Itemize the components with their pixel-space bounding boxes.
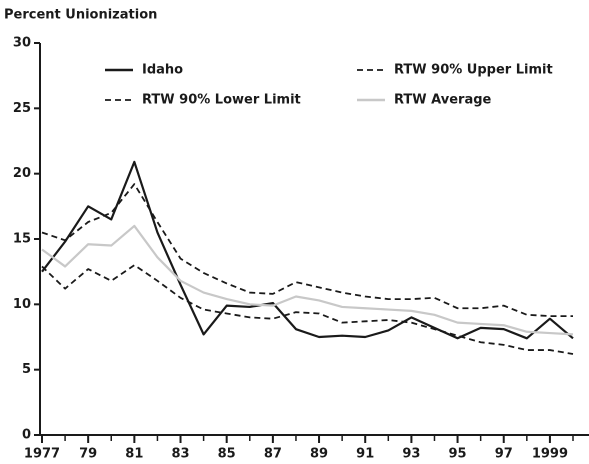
x-tick-label: 89 [310,447,328,462]
legend-label: Idaho [142,63,183,78]
y-tick-label: 25 [13,101,31,116]
series-line [41,160,574,340]
x-tick-label: 91 [356,447,374,462]
legend-label: RTW Average [394,93,492,108]
x-tick-label: 1977 [24,447,60,462]
series-line [41,183,573,317]
legend-label: RTW 90% Lower Limit [142,93,301,108]
chart-title: Percent Unionization [4,8,157,23]
x-tick-label: 83 [171,447,189,462]
x-tick-label: 95 [449,447,467,462]
series-line [41,264,574,355]
x-tick-label: 93 [402,447,420,462]
series-line [41,224,574,336]
y-tick-label: 20 [13,166,31,181]
x-tick-label: 85 [218,447,236,462]
x-tick-label: 97 [495,447,513,462]
x-tick-label: 87 [264,447,282,462]
legend-label: RTW 90% Upper Limit [394,63,553,78]
y-tick-label: 5 [22,362,31,377]
y-tick-label: 0 [22,428,31,443]
y-tick-label: 30 [13,36,31,51]
y-tick-label: 15 [13,232,31,247]
y-tick-label: 10 [13,297,31,312]
x-tick-label: 81 [125,447,143,462]
x-tick-label: 1999 [532,447,568,462]
x-tick-label: 79 [79,447,97,462]
